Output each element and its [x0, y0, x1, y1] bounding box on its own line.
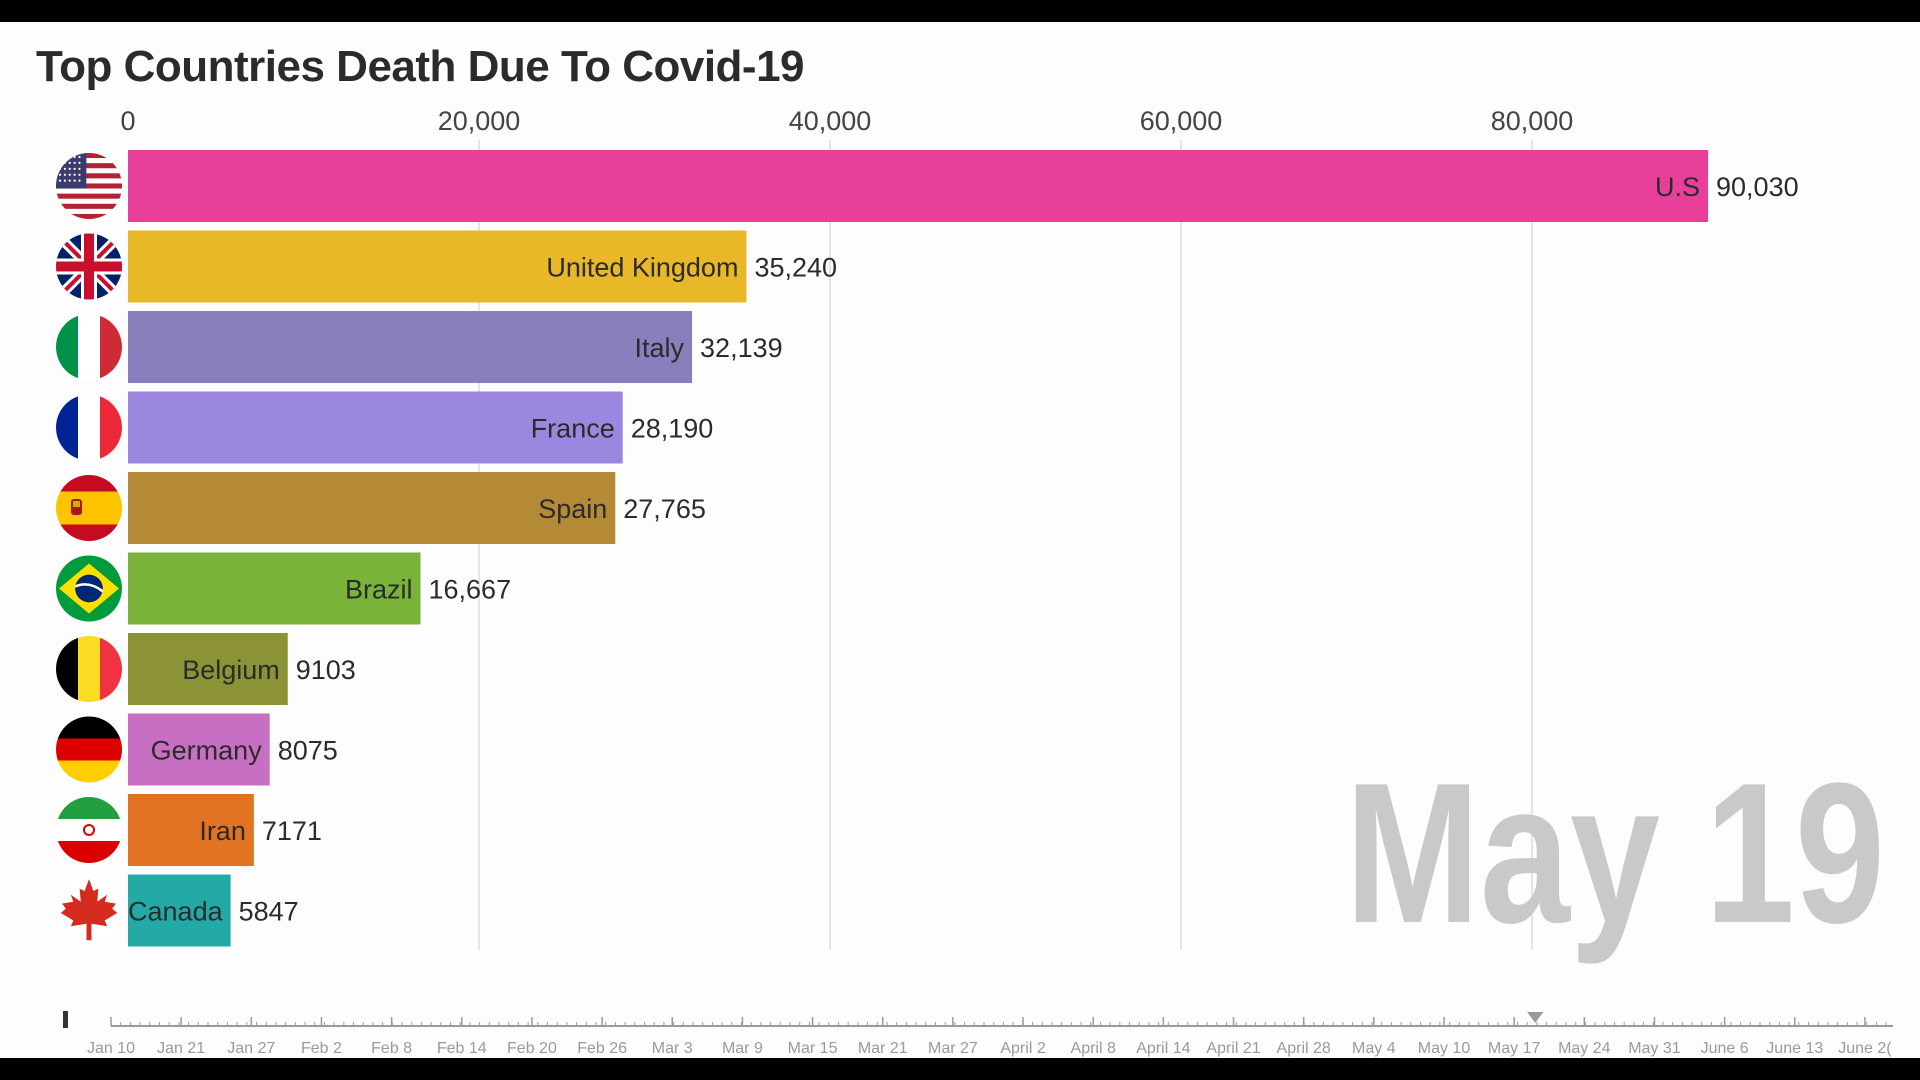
- bar: [128, 311, 693, 383]
- canada-flag-icon: [56, 877, 122, 944]
- timeline-label: Mar 21: [858, 1040, 908, 1057]
- date-watermark: May 19: [1345, 742, 1885, 965]
- timeline-label: Feb 20: [507, 1040, 557, 1057]
- bar-group: Iran 7171: [128, 794, 322, 866]
- uk-flag-icon: [56, 233, 122, 300]
- bar-group: Brazil 16,667: [128, 552, 512, 625]
- chart-title: Top Countries Death Due To Covid-19: [36, 42, 805, 91]
- bar-value-label: 35,240: [754, 253, 837, 283]
- timeline-label: April 8: [1071, 1040, 1116, 1057]
- france-flag-icon: [56, 394, 122, 461]
- timeline-label: May 10: [1418, 1040, 1471, 1057]
- bar-group: U.S 90,030: [128, 150, 1799, 222]
- iran-flag-icon: [56, 797, 122, 863]
- bar: [128, 150, 1709, 222]
- bar-value-label: 8075: [278, 736, 338, 766]
- bar: [128, 472, 616, 544]
- chart-frame: Top Countries Death Due To Covid-19 0 20,…: [0, 22, 1920, 1058]
- bar-value-label: 28,190: [631, 414, 714, 444]
- timeline-play-handle[interactable]: [63, 1011, 68, 1028]
- bar: [128, 230, 747, 303]
- timeline-label: June 6: [1701, 1040, 1749, 1057]
- usa-flag-icon: [56, 153, 122, 219]
- bar-value-label: 32,139: [700, 333, 783, 363]
- x-tick-label: 40,000: [789, 106, 872, 136]
- timeline-label: April 14: [1136, 1040, 1190, 1057]
- bar-group: France 28,190: [128, 391, 714, 464]
- bar-category-label: Italy: [635, 333, 685, 363]
- flag-layer: [56, 153, 122, 944]
- bar-value-label: 7171: [262, 816, 322, 846]
- timeline-label: April 28: [1277, 1040, 1331, 1057]
- italy-flag-icon: [56, 314, 122, 380]
- bar-value-label: 90,030: [1716, 172, 1799, 202]
- x-tick-label: 80,000: [1491, 106, 1574, 136]
- bar-category-label: France: [531, 414, 615, 444]
- timeline-label: Feb 8: [371, 1040, 412, 1057]
- timeline-position-marker[interactable]: [1527, 1012, 1544, 1023]
- bar: [128, 633, 288, 705]
- x-tick-label: 60,000: [1140, 106, 1223, 136]
- timeline-label: May 4: [1352, 1040, 1396, 1057]
- timeline-label: Jan 27: [227, 1040, 275, 1057]
- x-tick-label: 0: [120, 106, 135, 136]
- bar: [128, 552, 421, 625]
- timeline-label: May 17: [1488, 1040, 1541, 1057]
- bar-group: Spain 27,765: [128, 472, 706, 544]
- timeline-label: Jan 10: [87, 1040, 135, 1057]
- timeline-label: Mar 3: [652, 1040, 693, 1057]
- bar-value-label: 5847: [239, 897, 299, 927]
- timeline-label: Feb 26: [577, 1040, 627, 1057]
- timeline-label: June 13: [1766, 1040, 1823, 1057]
- bar: [128, 794, 254, 866]
- x-tick-label: 20,000: [438, 106, 521, 136]
- bar-group: Belgium 9103: [128, 633, 356, 705]
- bar: [128, 713, 270, 786]
- bar-value-label: 9103: [296, 655, 356, 685]
- date-watermark-layer: May 19: [1345, 742, 1885, 965]
- timeline-label: Feb 14: [437, 1040, 487, 1057]
- brazil-flag-icon: [56, 555, 122, 622]
- timeline-label: May 24: [1558, 1040, 1611, 1057]
- bar-category-label: Germany: [151, 736, 263, 766]
- spain-flag-icon: [56, 475, 122, 541]
- bar-category-label: Brazil: [345, 575, 413, 605]
- timeline-label: Feb 2: [301, 1040, 342, 1057]
- timeline-label: May 31: [1628, 1040, 1681, 1057]
- timeline-label: April 21: [1206, 1040, 1260, 1057]
- bar-category-label: Spain: [538, 494, 607, 524]
- bar-category-label: Iran: [199, 816, 246, 846]
- bar-layer: U.S 90,030 United Kingdom 35,240 Italy 32,139…: [128, 150, 1799, 947]
- bar-category-label: United Kingdom: [546, 253, 738, 283]
- bar-category-label: Canada: [128, 897, 224, 927]
- bar: [128, 874, 231, 947]
- bar-group: United Kingdom 35,240: [128, 230, 837, 303]
- bar-group: Canada 5847: [128, 874, 299, 947]
- timeline-label: Mar 9: [722, 1040, 763, 1057]
- bar-group: Italy 32,139: [128, 311, 783, 383]
- bar-group: Germany 8075: [128, 713, 338, 786]
- timeline-label: Jan 21: [157, 1040, 205, 1057]
- bar-value-label: 27,765: [623, 494, 706, 524]
- grid-layer: 0 20,000 40,000 60,000 80,000: [120, 106, 1573, 950]
- bar-chart: 0 20,000 40,000 60,000 80,000 May 19 U.S 90,0…: [56, 106, 1893, 1057]
- bar-value-label: 16,667: [429, 575, 512, 605]
- timeline-label: June 2(: [1838, 1040, 1892, 1057]
- timeline-label: Mar 15: [788, 1040, 838, 1057]
- timeline-label: April 2: [1000, 1040, 1045, 1057]
- germany-flag-icon: [56, 716, 122, 783]
- timeline-label: Mar 27: [928, 1040, 978, 1057]
- timeline-slider[interactable]: Jan 10 Jan 21 Jan 27 Feb 2 Feb 8 Feb 14 Feb 20…: [63, 1011, 1893, 1057]
- bar: [128, 391, 623, 464]
- bar-category-label: U.S: [1655, 172, 1700, 202]
- bar-category-label: Belgium: [182, 655, 280, 685]
- belgium-flag-icon: [56, 636, 122, 702]
